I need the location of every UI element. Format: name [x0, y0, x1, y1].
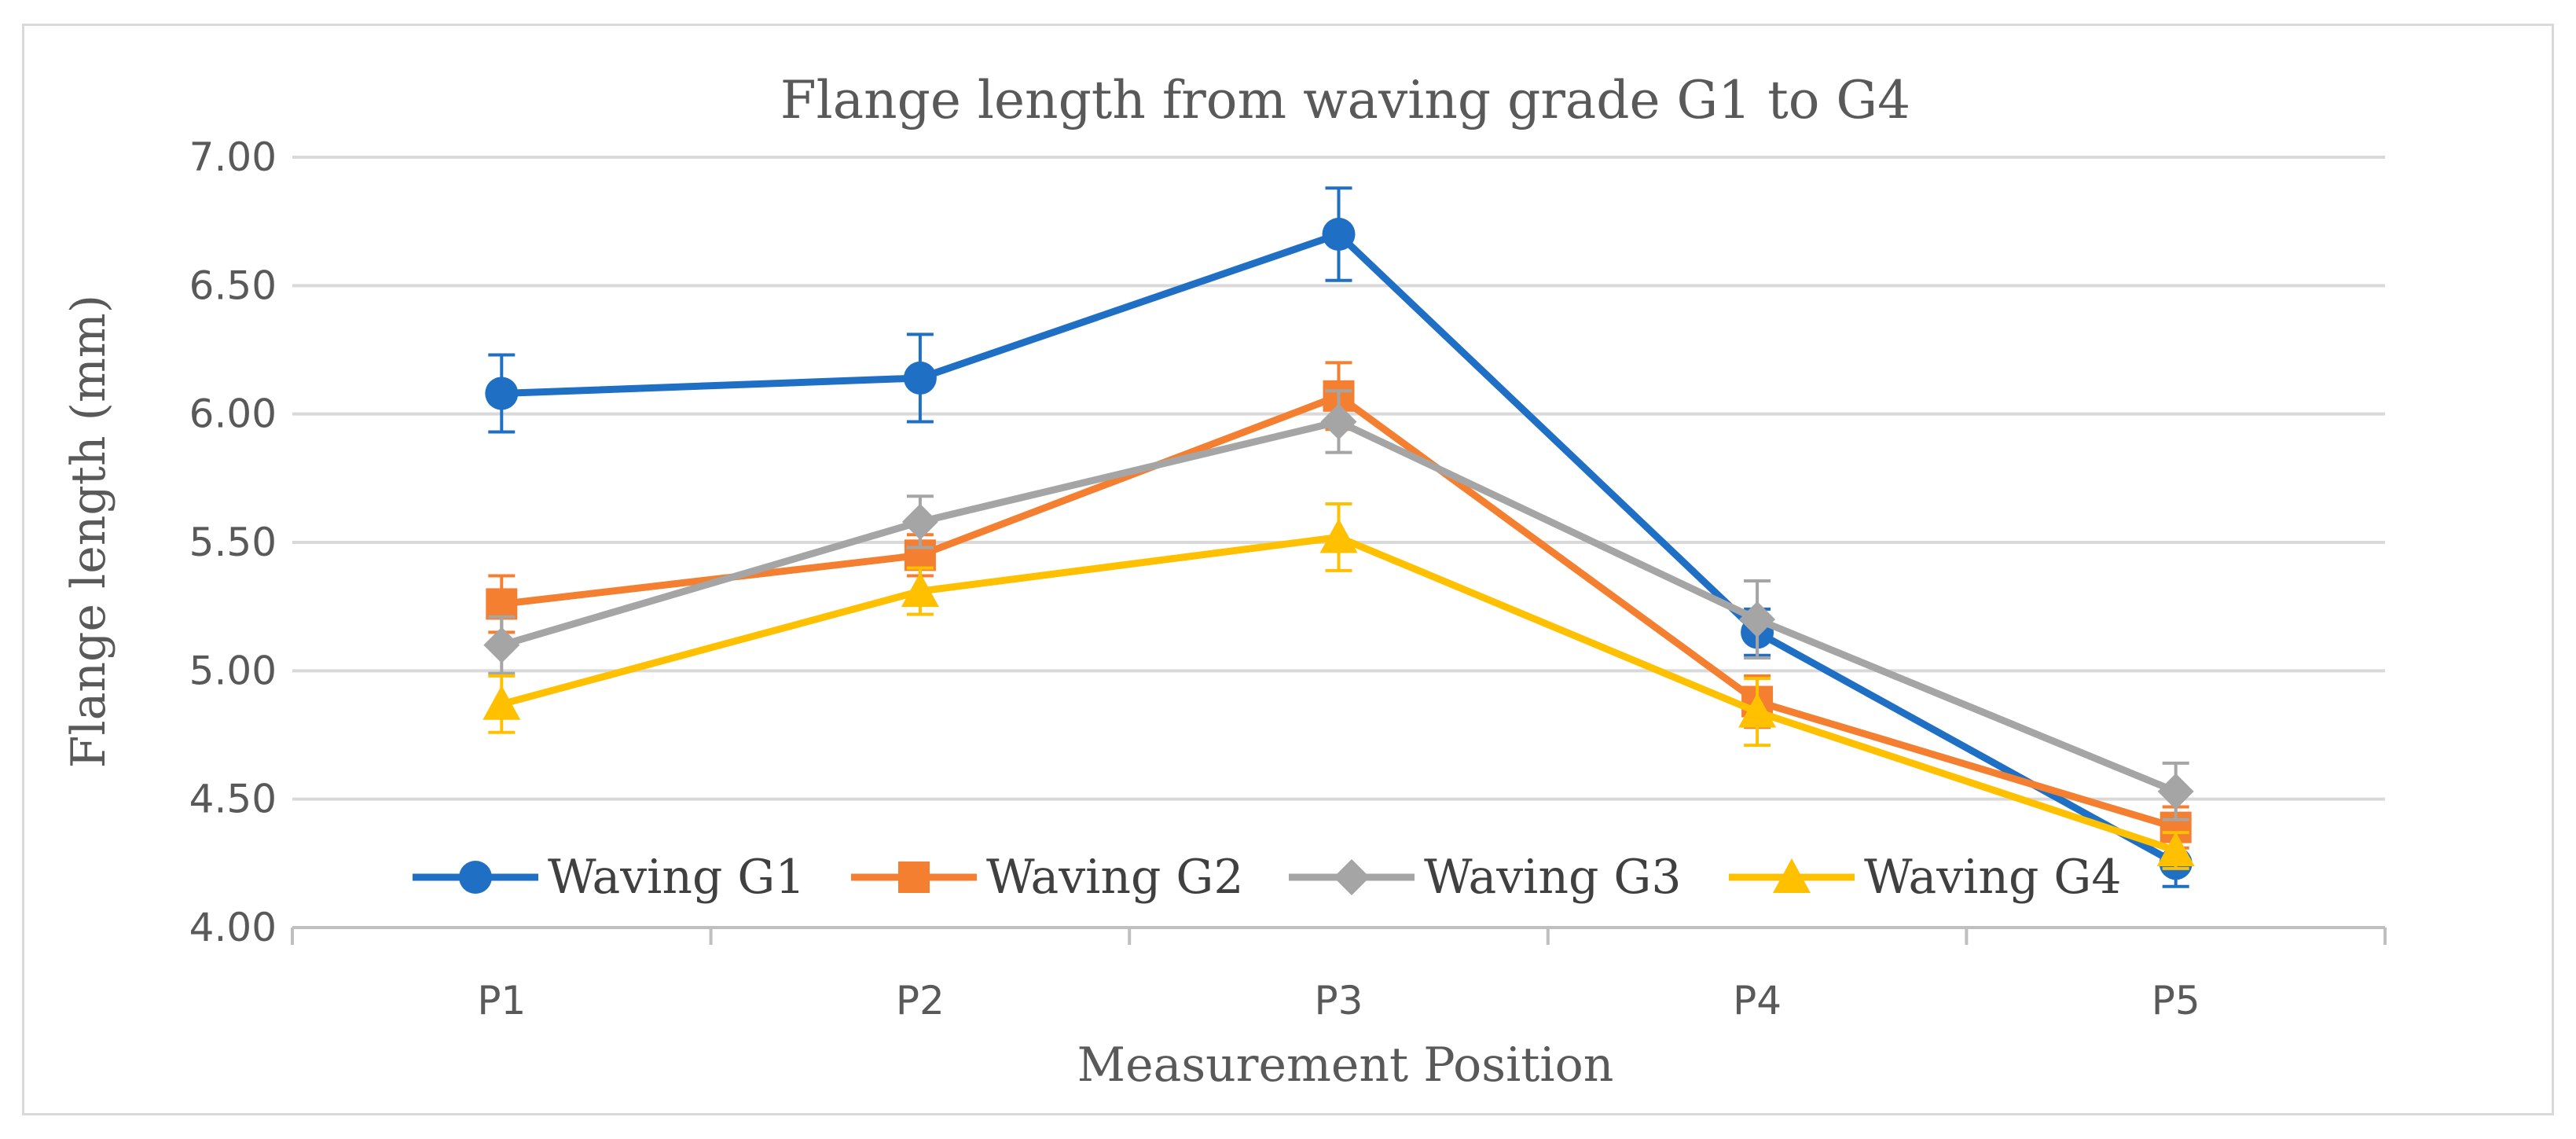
y-tick-label: 6.50 — [189, 263, 277, 308]
y-tick-label: 4.50 — [189, 777, 277, 822]
chart-title: Flange length from waving grade G1 to G4 — [780, 70, 1910, 130]
data-point — [485, 377, 519, 410]
data-point — [483, 685, 521, 720]
data-point — [903, 361, 937, 395]
legend-marker — [898, 862, 930, 893]
series-layer — [483, 186, 2195, 888]
x-tick-label: P4 — [1733, 978, 1782, 1023]
legend-label: Waving G1 — [548, 850, 805, 905]
data-point — [2156, 832, 2195, 866]
legend-label: Waving G2 — [986, 850, 1244, 905]
legend-entry: Waving G1 — [413, 850, 805, 905]
legend-label: Waving G4 — [1864, 850, 2122, 905]
data-point — [901, 503, 938, 540]
legend-marker — [1773, 858, 1811, 893]
legend-entry: Waving G2 — [851, 850, 1244, 905]
data-point — [1320, 403, 1357, 440]
y-tick-label: 6.00 — [189, 391, 277, 437]
y-tick-label: 5.00 — [189, 648, 277, 693]
series-4 — [483, 502, 2195, 870]
x-tick-label: P5 — [2152, 978, 2200, 1023]
data-point — [1739, 601, 1776, 637]
chart-frame — [22, 24, 2554, 1115]
x-axis-title: Measurement Position — [1077, 1038, 1614, 1093]
x-tick-label: P3 — [1315, 978, 1363, 1023]
data-point — [1319, 518, 1358, 553]
legend-label: Waving G3 — [1424, 850, 1682, 905]
data-point — [901, 572, 939, 608]
x-axis: P1 P2 P3 P4 P5 — [291, 926, 2387, 1023]
gridlines — [292, 156, 2385, 801]
legend: Waving G1 Waving G2 Waving G3 Waving G4 — [413, 850, 2122, 905]
data-point — [1738, 693, 1777, 728]
y-axis-ticks: 4.00 4.50 5.00 5.50 6.00 6.50 7.00 — [189, 134, 277, 950]
y-tick-label: 7.00 — [189, 134, 277, 180]
series-3 — [483, 389, 2194, 821]
data-point — [2157, 773, 2194, 810]
y-axis-title: Flange length (mm) — [61, 295, 116, 768]
legend-entry: Waving G3 — [1289, 850, 1682, 905]
y-tick-label: 4.00 — [189, 905, 277, 950]
x-tick-label: P1 — [477, 978, 526, 1023]
series-line — [501, 417, 2178, 795]
series-line — [501, 392, 2177, 831]
data-point — [483, 626, 520, 663]
legend-entry: Waving G4 — [1729, 850, 2122, 905]
x-tick-label: P2 — [896, 978, 945, 1023]
legend-marker — [459, 861, 492, 894]
series-line — [501, 533, 2178, 854]
legend-marker — [1334, 859, 1370, 895]
data-point — [1322, 218, 1356, 251]
data-point — [486, 588, 518, 620]
y-tick-label: 5.50 — [189, 520, 277, 565]
